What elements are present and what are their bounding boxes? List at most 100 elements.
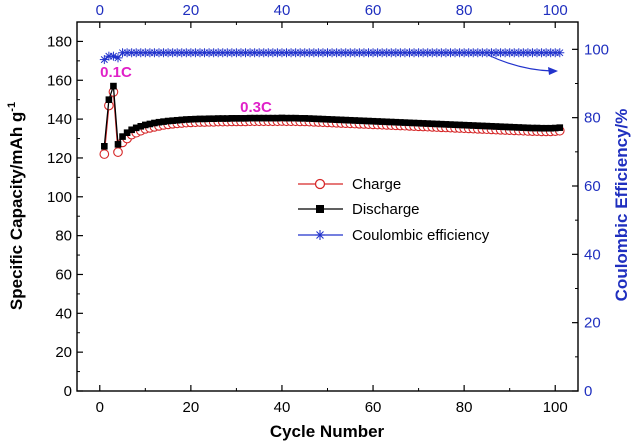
point-discharge bbox=[492, 123, 500, 130]
point-discharge bbox=[137, 122, 145, 130]
legend: Charge Discharge Coulombic efficiency bbox=[298, 176, 490, 244]
point-discharge bbox=[456, 121, 463, 129]
point-discharge bbox=[296, 115, 304, 122]
point-discharge bbox=[169, 117, 176, 124]
point-discharge bbox=[383, 118, 391, 126]
point-discharge bbox=[406, 119, 413, 127]
point-discharge bbox=[196, 115, 204, 123]
legend-item-coulombic: Coulombic efficiency bbox=[298, 227, 490, 244]
annotation-0-3c: 0.3C bbox=[240, 99, 272, 116]
y-tick-label: 40 bbox=[55, 305, 72, 322]
point-discharge bbox=[255, 114, 263, 122]
point-discharge bbox=[542, 124, 550, 132]
point-discharge bbox=[324, 115, 331, 123]
point-discharge bbox=[228, 115, 236, 122]
point-discharge bbox=[183, 116, 190, 123]
x-top-tick-label: 20 bbox=[183, 2, 200, 19]
point-discharge bbox=[260, 114, 268, 122]
point-discharge bbox=[424, 120, 431, 127]
series-layer bbox=[99, 48, 565, 159]
point-discharge bbox=[283, 114, 290, 122]
point-charge bbox=[113, 147, 123, 157]
point-discharge bbox=[101, 142, 108, 150]
point-discharge bbox=[401, 119, 409, 126]
point-discharge bbox=[287, 114, 295, 122]
legend-item-charge: Charge bbox=[298, 176, 401, 193]
point-discharge bbox=[269, 114, 277, 122]
legend-label-coulombic: Coulombic efficiency bbox=[352, 227, 490, 244]
point-discharge bbox=[114, 141, 122, 148]
y2-tick-label: 60 bbox=[584, 178, 601, 195]
point-discharge bbox=[142, 121, 149, 129]
point-discharge bbox=[419, 120, 427, 127]
point-discharge bbox=[538, 124, 545, 132]
point-discharge bbox=[224, 115, 231, 122]
y2-tick-label: 80 bbox=[584, 110, 601, 127]
point-discharge bbox=[292, 114, 299, 122]
legend-item-discharge: Discharge bbox=[298, 201, 420, 218]
point-discharge bbox=[533, 124, 541, 132]
point-discharge bbox=[119, 133, 126, 140]
point-discharge bbox=[151, 119, 158, 127]
point-discharge bbox=[356, 117, 363, 124]
x-top-tick-label: 40 bbox=[274, 2, 291, 19]
point-discharge bbox=[510, 123, 518, 131]
point-discharge bbox=[524, 124, 532, 132]
point-discharge bbox=[246, 114, 254, 122]
point-discharge bbox=[219, 115, 227, 122]
point-discharge bbox=[479, 122, 486, 130]
right-axis-arrow bbox=[487, 54, 558, 75]
point-discharge bbox=[465, 122, 472, 129]
annotation-0-1c: 0.1C bbox=[100, 64, 132, 81]
legend-label-discharge: Discharge bbox=[352, 201, 420, 218]
y-axis-title-main: Specific Capacity/mAh g bbox=[7, 112, 26, 310]
point-discharge bbox=[210, 115, 217, 123]
point-discharge bbox=[155, 118, 163, 126]
point-discharge bbox=[251, 114, 258, 122]
y-tick-label: 120 bbox=[47, 150, 72, 167]
x-tick-label: 20 bbox=[183, 399, 200, 416]
point-discharge bbox=[214, 115, 222, 122]
point-discharge bbox=[438, 120, 445, 128]
point-discharge bbox=[497, 123, 504, 130]
x-tick-label: 60 bbox=[365, 399, 382, 416]
y2-axis-title: Coulombic Efficiency/% bbox=[612, 109, 631, 302]
x-tick-label: 100 bbox=[543, 399, 568, 416]
point-discharge bbox=[128, 126, 135, 134]
point-discharge bbox=[474, 122, 482, 130]
point-discharge bbox=[428, 120, 436, 128]
point-discharge bbox=[310, 115, 318, 123]
point-discharge bbox=[192, 115, 199, 123]
point-discharge bbox=[369, 117, 377, 125]
x-top-tick-label: 0 bbox=[96, 2, 104, 19]
y-tick-label: 80 bbox=[55, 228, 72, 245]
y-tick-label: 20 bbox=[55, 344, 72, 361]
point-discharge bbox=[551, 124, 559, 132]
point-discharge bbox=[237, 115, 245, 122]
point-discharge bbox=[556, 124, 564, 131]
point-discharge bbox=[132, 124, 140, 132]
point-discharge bbox=[328, 116, 336, 123]
axes-layer: 0 0 20 20 40 40 60 60 80 80 100 100 0 20 40 60 80 100 120 1… bbox=[47, 2, 609, 416]
point-discharge bbox=[105, 96, 113, 103]
point-discharge bbox=[342, 116, 350, 124]
point-discharge bbox=[351, 117, 359, 124]
y-tick-label: 0 bbox=[64, 383, 72, 400]
point-discharge bbox=[205, 115, 213, 123]
point-discharge bbox=[337, 116, 345, 124]
point-discharge bbox=[301, 115, 309, 122]
y2-tick-label: 100 bbox=[584, 41, 609, 58]
point-discharge bbox=[242, 115, 249, 122]
arrow-head bbox=[548, 67, 558, 75]
point-discharge bbox=[447, 121, 454, 128]
point-discharge bbox=[547, 124, 554, 132]
point-discharge bbox=[392, 118, 400, 126]
x-tick-label: 0 bbox=[96, 399, 104, 416]
point-discharge bbox=[451, 121, 459, 129]
legend-marker-coulombic bbox=[315, 230, 325, 240]
y2-tick-label: 40 bbox=[584, 246, 601, 263]
point-discharge bbox=[433, 120, 441, 128]
point-discharge bbox=[529, 124, 536, 132]
point-discharge bbox=[315, 115, 322, 123]
